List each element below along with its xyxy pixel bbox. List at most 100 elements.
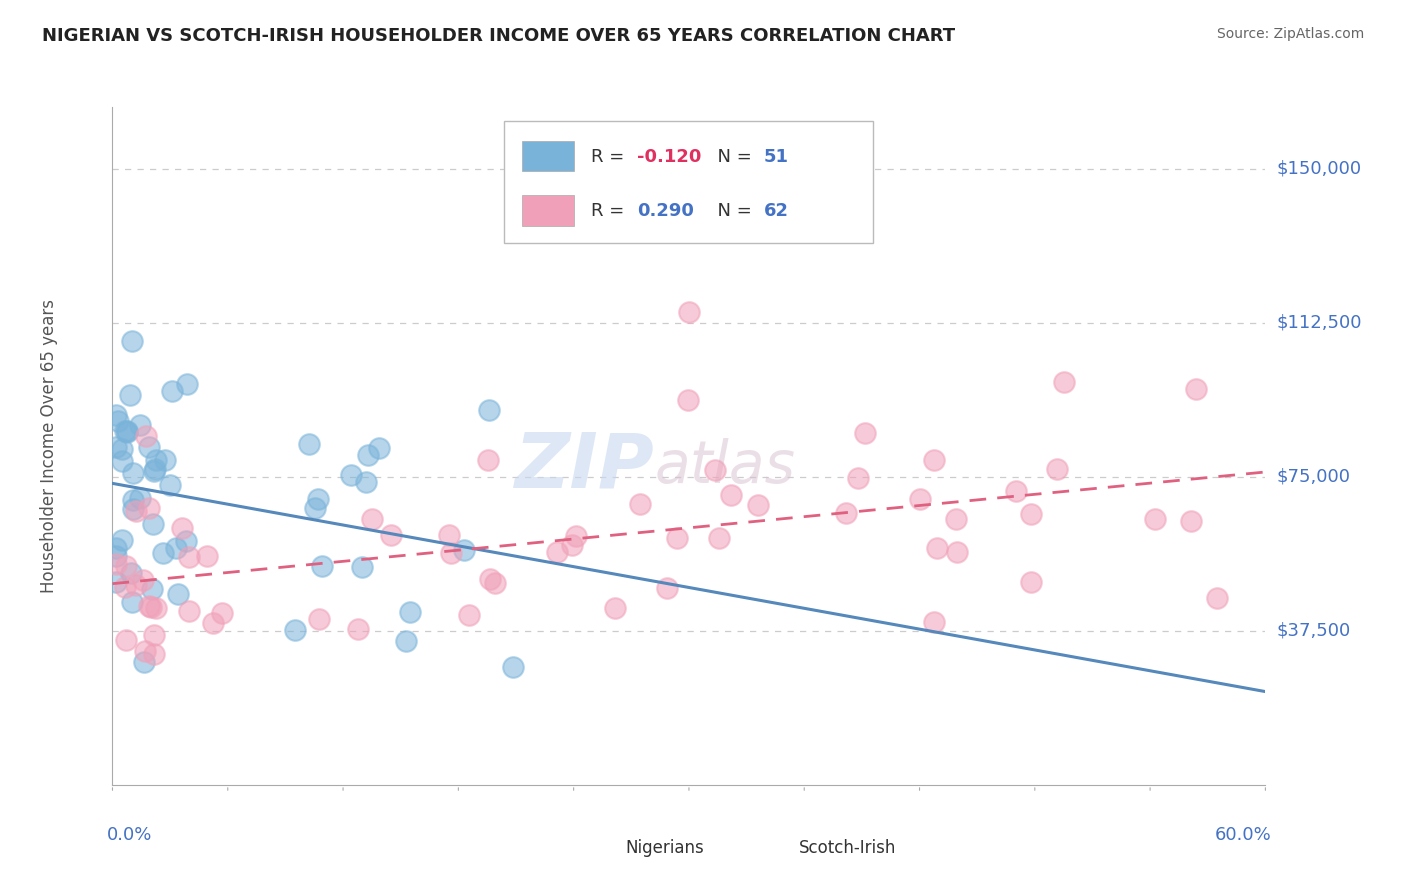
Point [135,428,157,442]
Point [125,578,148,592]
Point [478,403,501,417]
Text: 0.290: 0.290 [637,202,695,219]
Point [122,467,145,481]
Point [655,581,678,595]
Point [605,600,627,615]
Point [138,440,160,454]
Point [122,502,145,516]
Point [138,500,160,515]
Point [1021,507,1043,521]
Point [111,442,134,457]
Point [142,516,165,531]
Point [307,491,329,506]
Text: $37,500: $37,500 [1277,622,1351,640]
Point [666,531,689,545]
Point [114,425,136,439]
Point [118,387,141,401]
FancyBboxPatch shape [585,839,617,856]
Text: $150,000: $150,000 [1277,160,1362,178]
Text: $112,500: $112,500 [1277,314,1362,332]
Point [1205,591,1227,606]
Text: N =: N = [706,147,758,166]
Point [129,491,152,506]
Point [628,496,651,510]
Text: 0.0%: 0.0% [107,826,152,844]
Point [284,624,307,638]
Point [922,452,945,467]
Point [707,531,730,545]
Point [478,572,501,586]
Point [835,506,858,520]
Point [115,424,138,438]
Point [142,464,165,478]
Text: R =: R = [591,147,630,166]
Point [340,467,363,482]
Point [129,418,152,433]
FancyBboxPatch shape [522,195,574,226]
Point [311,558,333,573]
Point [910,491,932,506]
Point [138,599,160,614]
Point [121,595,143,609]
Point [105,409,128,423]
Point [946,545,969,559]
Point [747,498,769,512]
Text: 51: 51 [763,147,789,166]
Point [131,574,153,588]
Point [115,425,138,439]
Point [347,623,370,637]
Point [132,655,155,669]
Point [105,549,128,563]
Point [195,549,218,564]
Text: $75,000: $75,000 [1277,467,1351,486]
Point [141,582,163,596]
Point [1143,512,1166,526]
Point [145,453,167,467]
Point [1019,574,1042,589]
Text: Scotch-Irish: Scotch-Irish [799,839,896,857]
Point [211,606,233,620]
FancyBboxPatch shape [522,141,574,171]
Point [367,441,389,455]
Point [922,615,945,630]
Point [114,580,136,594]
Point [1053,376,1076,390]
Point [437,528,460,542]
Point [440,546,463,560]
Point [160,384,183,398]
Point [176,377,198,392]
Point [105,541,128,555]
Text: NIGERIAN VS SCOTCH-IRISH HOUSEHOLDER INCOME OVER 65 YEARS CORRELATION CHART: NIGERIAN VS SCOTCH-IRISH HOUSEHOLDER INC… [42,27,955,45]
Point [143,462,166,476]
Point [1180,514,1202,528]
Point [399,605,422,619]
Point [143,647,166,661]
Point [121,334,143,349]
Text: N =: N = [706,202,758,219]
Point [177,603,200,617]
Point [1005,484,1028,499]
Point [115,632,138,647]
Point [380,528,402,542]
Text: ZIP: ZIP [515,429,654,503]
Text: Source: ZipAtlas.com: Source: ZipAtlas.com [1216,27,1364,41]
Point [354,475,377,490]
Point [111,454,134,468]
Point [304,500,326,515]
Point [139,599,162,614]
Point [152,546,174,560]
Point [676,393,699,408]
Point [1046,462,1069,476]
Point [105,558,128,572]
Point [142,628,165,642]
Point [357,448,380,462]
Point [107,414,129,428]
Point [165,541,187,555]
Point [561,538,583,552]
Point [453,543,475,558]
Point [298,437,321,451]
Point [153,453,176,467]
Point [105,574,128,589]
Point [477,452,499,467]
FancyBboxPatch shape [505,120,873,243]
